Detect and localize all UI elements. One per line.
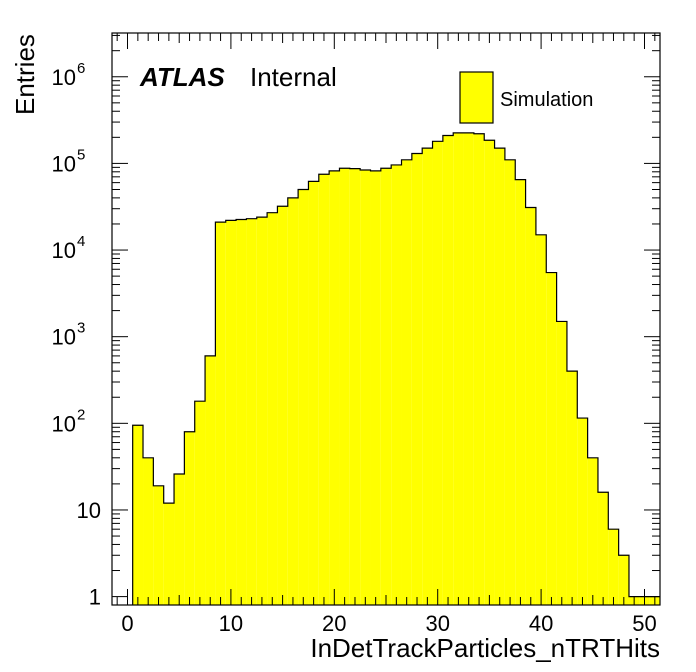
atlas-label: ATLAS [139, 62, 225, 92]
y-tick-label: 10 [52, 325, 76, 350]
histogram-bar [267, 212, 278, 605]
x-tick-label: 20 [322, 611, 346, 636]
x-tick-label: 10 [219, 611, 243, 636]
histogram-bar [143, 457, 154, 605]
histogram-bar [556, 321, 567, 605]
histogram-bar [256, 217, 268, 606]
x-axis-ticks [116, 33, 656, 605]
histogram-bar [546, 272, 557, 605]
y-tick-label: 10 [52, 411, 76, 436]
histogram-bar [277, 206, 288, 606]
histogram-bar [163, 503, 175, 605]
x-axis-tick-labels: 0 10 20 30 40 50 [121, 611, 656, 636]
histogram-bar [484, 140, 495, 605]
histogram-bar [535, 234, 547, 606]
histogram-bar [215, 222, 226, 605]
histogram-bar [132, 425, 144, 605]
histogram-bar [174, 474, 185, 605]
y-tick-label-exponent: 4 [77, 233, 85, 250]
x-tick-label: 50 [632, 611, 656, 636]
histogram-bar [225, 220, 237, 606]
x-tick-label: 0 [121, 611, 133, 636]
histogram-bar [287, 197, 299, 605]
histogram-bar [432, 141, 443, 605]
histogram-bar [566, 371, 578, 605]
y-tick-label-exponent: 2 [77, 406, 85, 423]
histogram-bar [504, 159, 516, 605]
histogram-bar [422, 148, 433, 605]
y-tick-label: 1 [89, 585, 101, 610]
histogram-bar [370, 170, 381, 605]
legend-swatch [459, 71, 494, 124]
histogram-bar [308, 181, 319, 605]
histogram-bar [473, 133, 485, 605]
histogram-bar [525, 207, 536, 605]
histogram-bar [194, 401, 206, 605]
histogram-bar [494, 148, 505, 605]
y-tick-label-exponent: 3 [77, 320, 85, 337]
legend-label-simulation: Simulation [500, 89, 593, 111]
histogram-bar [618, 555, 629, 605]
histogram-bar [608, 529, 619, 605]
y-axis-ticks [112, 34, 660, 598]
histogram-bar [463, 132, 474, 605]
y-axis-title: Entries [10, 34, 40, 115]
histogram-bar [380, 168, 392, 605]
histogram-outline [132, 132, 660, 605]
histogram-bar [153, 485, 164, 605]
x-tick-label: 30 [425, 611, 449, 636]
histogram-bar [411, 153, 423, 605]
histogram-bar [184, 431, 195, 605]
histogram-bar [236, 219, 247, 605]
histogram-bar [597, 492, 609, 605]
histogram-bar [401, 159, 412, 605]
x-axis-title: InDetTrackParticles_nTRTHits [310, 633, 660, 663]
internal-label: Internal [250, 62, 337, 92]
y-tick-label: 10 [52, 151, 76, 176]
x-tick-label: 40 [529, 611, 553, 636]
histogram-bar [205, 355, 216, 605]
histogram-bar [453, 132, 464, 605]
histogram-bar [329, 170, 340, 605]
y-tick-label: 10 [77, 498, 101, 523]
histogram-bar [349, 168, 361, 605]
histogram-bar [587, 457, 598, 605]
histogram-bar [339, 168, 350, 605]
histogram-bar [577, 418, 588, 605]
y-tick-label-exponent: 5 [77, 146, 85, 163]
histogram-bar [360, 169, 371, 605]
histogram-bar [246, 218, 257, 605]
histogram-bar [318, 174, 330, 605]
y-tick-label: 10 [52, 238, 76, 263]
y-tick-label-exponent: 6 [77, 60, 85, 77]
histogram-bar [298, 189, 309, 605]
histogram-bar [515, 179, 526, 605]
y-tick-label: 10 [52, 65, 76, 90]
histogram-bar [391, 164, 402, 605]
histogram-bars [132, 132, 660, 606]
histogram-bar [442, 135, 454, 605]
